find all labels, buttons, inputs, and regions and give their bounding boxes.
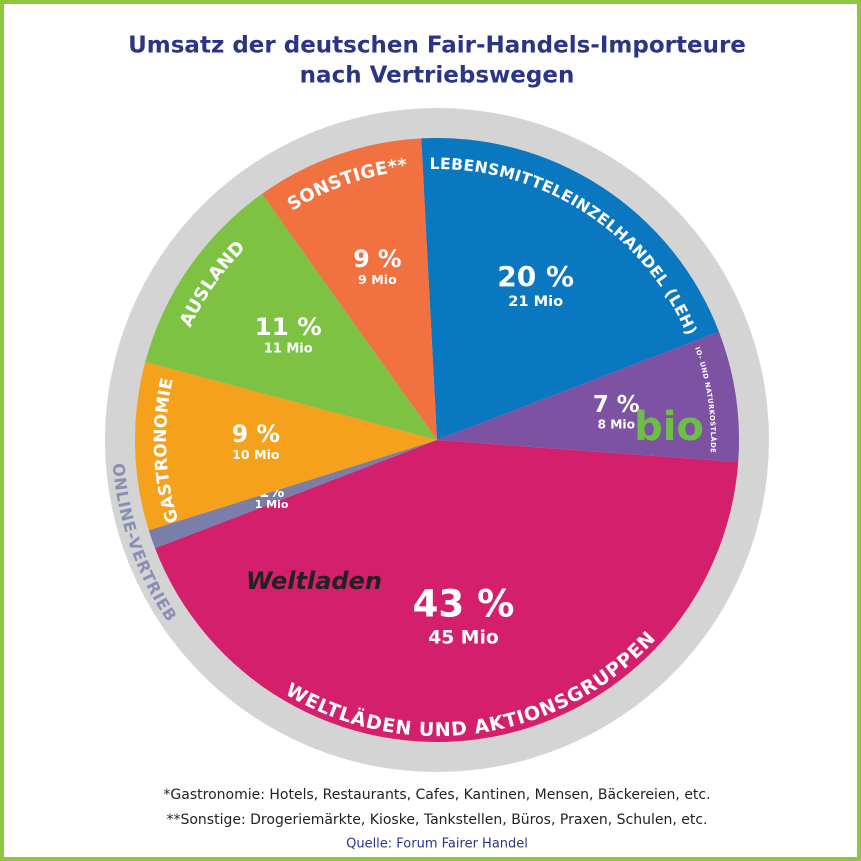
chart-title: nach Vertriebswegen xyxy=(300,63,575,89)
value-label: 11 % xyxy=(255,312,322,341)
value-label: 7 % xyxy=(593,392,640,418)
amount-label: 9 Mio xyxy=(358,272,397,287)
amount-label: 8 Mio xyxy=(597,417,635,431)
chart-title: Umsatz der deutschen Fair-Handels-Import… xyxy=(128,33,746,59)
amount-label: 21 Mio xyxy=(508,293,563,310)
value-label: 9 % xyxy=(232,420,280,448)
amount-label: 10 Mio xyxy=(232,447,280,462)
amount-label: 45 Mio xyxy=(428,627,499,648)
chart: Umsatz der deutschen Fair-Handels-Import… xyxy=(4,4,857,857)
logo: bio xyxy=(634,404,704,450)
value-label: 20 % xyxy=(497,260,574,293)
value-label: 9 % xyxy=(353,245,401,273)
amount-label: 11 Mio xyxy=(264,341,313,356)
footnote: **Sonstige: Drogeriemärkte, Kioske, Tank… xyxy=(166,812,707,828)
footnote: *Gastronomie: Hotels, Restaurants, Cafes… xyxy=(163,787,710,803)
value-label: 43 % xyxy=(412,582,514,626)
logo: Weltladen xyxy=(246,567,382,595)
source: Quelle: Forum Fairer Handel xyxy=(346,837,528,852)
amount-label: 1 Mio xyxy=(255,498,289,511)
frame: Umsatz der deutschen Fair-Handels-Import… xyxy=(0,0,861,861)
